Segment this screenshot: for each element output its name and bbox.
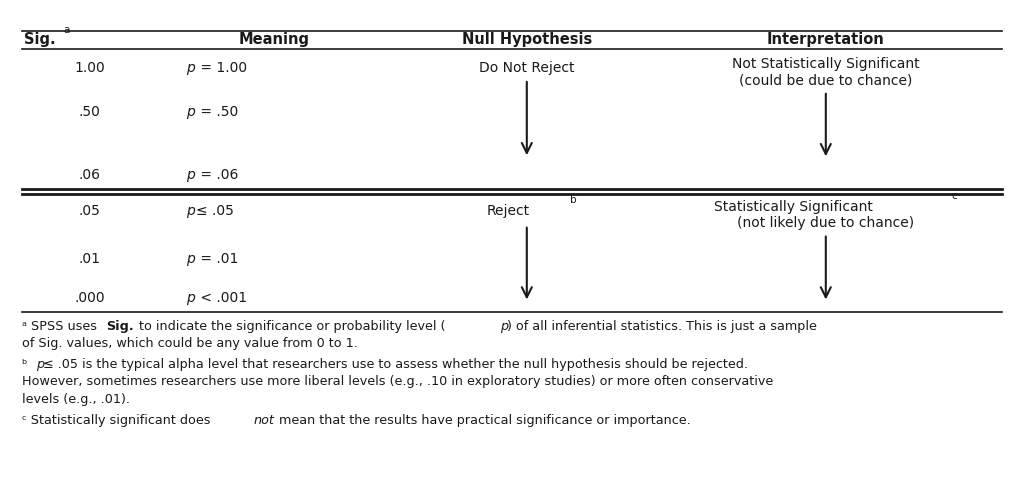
Text: 1.00: 1.00 (74, 61, 105, 75)
Text: Meaning: Meaning (239, 32, 310, 46)
Text: = 1.00: = 1.00 (196, 61, 247, 75)
Text: ≤ .05 is the typical alpha level that researchers use to assess whether the null: ≤ .05 is the typical alpha level that re… (44, 358, 749, 371)
Text: Interpretation: Interpretation (767, 32, 885, 46)
Text: of Sig. values, which could be any value from 0 to 1.: of Sig. values, which could be any value… (22, 337, 358, 350)
Text: ) of all inferential statistics. This is just a sample: ) of all inferential statistics. This is… (506, 320, 817, 332)
Text: Do Not Reject: Do Not Reject (479, 61, 575, 75)
Text: ≤ .05: ≤ .05 (196, 204, 234, 218)
Text: p: p (186, 204, 195, 218)
Text: .06: .06 (78, 168, 101, 182)
Text: Statistically Significant: Statistically Significant (714, 200, 873, 214)
Text: Not Statistically Significant: Not Statistically Significant (732, 57, 919, 71)
Text: b: b (570, 195, 577, 205)
Text: a: a (63, 25, 69, 35)
Text: Sig.: Sig. (24, 32, 56, 46)
Text: p: p (186, 252, 195, 266)
Text: ᵇ: ᵇ (22, 358, 32, 371)
Text: p: p (37, 358, 45, 371)
Text: .05: .05 (78, 204, 101, 218)
Text: = .50: = .50 (196, 105, 239, 119)
Text: p: p (499, 320, 507, 332)
Text: ᶜ Statistically significant does: ᶜ Statistically significant does (22, 414, 215, 427)
Text: < .001: < .001 (196, 291, 247, 305)
Text: Sig.: Sig. (107, 320, 134, 332)
Text: Reject: Reject (487, 204, 530, 218)
Text: c: c (951, 191, 957, 201)
Text: However, sometimes researchers use more liberal levels (e.g., .10 in exploratory: However, sometimes researchers use more … (22, 375, 774, 388)
Text: p: p (186, 61, 195, 75)
Text: p: p (186, 291, 195, 305)
Text: = .06: = .06 (196, 168, 239, 182)
Text: not: not (254, 414, 275, 427)
Text: (not likely due to chance): (not likely due to chance) (737, 216, 914, 230)
Text: Null Hypothesis: Null Hypothesis (462, 32, 592, 46)
Text: p: p (186, 168, 195, 182)
Text: mean that the results have practical significance or importance.: mean that the results have practical sig… (275, 414, 691, 427)
Text: .000: .000 (74, 291, 105, 305)
Text: p: p (186, 105, 195, 119)
Text: levels (e.g., .01).: levels (e.g., .01). (22, 393, 130, 406)
Text: to indicate the significance or probability level (: to indicate the significance or probabil… (134, 320, 445, 332)
Text: .50: .50 (78, 105, 101, 119)
Text: ᵃ SPSS uses: ᵃ SPSS uses (22, 320, 102, 332)
Text: (could be due to chance): (could be due to chance) (739, 73, 912, 87)
Text: = .01: = .01 (196, 252, 239, 266)
Text: .01: .01 (78, 252, 101, 266)
